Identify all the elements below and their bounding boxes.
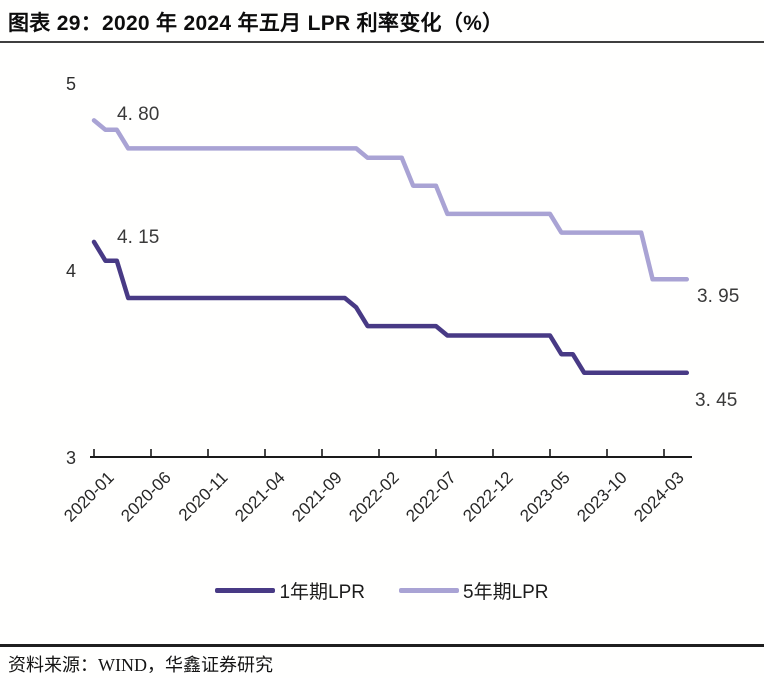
- x-tick-label: 2020-06: [116, 468, 175, 526]
- value-label-1年期LPR-2020-01: 4. 15: [117, 227, 160, 248]
- value-label-5年期LPR-2024-05: 3. 95: [697, 286, 740, 307]
- value-label-5年期LPR-2020-01: 4. 80: [117, 104, 160, 125]
- x-tick-label: 2020-11: [174, 468, 232, 525]
- series-line-5年期LPR: [91, 118, 690, 282]
- legend-swatch-5y-lpr: [399, 588, 459, 593]
- x-tick-label: 2021-09: [287, 468, 346, 526]
- x-tick-label: 2023-05: [515, 468, 574, 526]
- chart-legend: 1年期LPR 5年期LPR: [0, 577, 764, 604]
- x-tick-label: 2022-02: [344, 468, 403, 526]
- value-label-1年期LPR-2024-05: 3. 45: [695, 390, 738, 411]
- x-tick-label: 2021-04: [230, 468, 289, 526]
- footer-divider: [0, 644, 764, 647]
- x-tick-label: 2022-12: [458, 468, 517, 526]
- legend-item-5y-lpr: 5年期LPR: [399, 577, 549, 604]
- series-line-1年期LPR: [91, 239, 690, 376]
- legend-item-1y-lpr: 1年期LPR: [215, 577, 365, 604]
- legend-label-1y-lpr: 1年期LPR: [279, 582, 365, 603]
- legend-label-5y-lpr: 5年期LPR: [463, 582, 549, 603]
- x-tick-label: 2022-07: [401, 468, 460, 526]
- x-tick-label: 2020-01: [59, 468, 118, 526]
- x-tick-label: 2023-10: [572, 468, 631, 526]
- title-divider: [0, 41, 764, 43]
- y-tick-label: 4: [66, 261, 76, 281]
- figure-title: 图表 29：2020 年 2024 年五月 LPR 利率变化（%）: [8, 12, 504, 35]
- x-tick-label: 2024-03: [629, 468, 688, 526]
- source-note: 资料来源：WIND，华鑫证券研究: [8, 655, 273, 675]
- y-tick-label: 3: [66, 448, 76, 468]
- legend-swatch-1y-lpr: [215, 588, 276, 593]
- lpr-line-chart: 5 4 3: [66, 74, 692, 468]
- y-tick-label: 5: [66, 74, 76, 94]
